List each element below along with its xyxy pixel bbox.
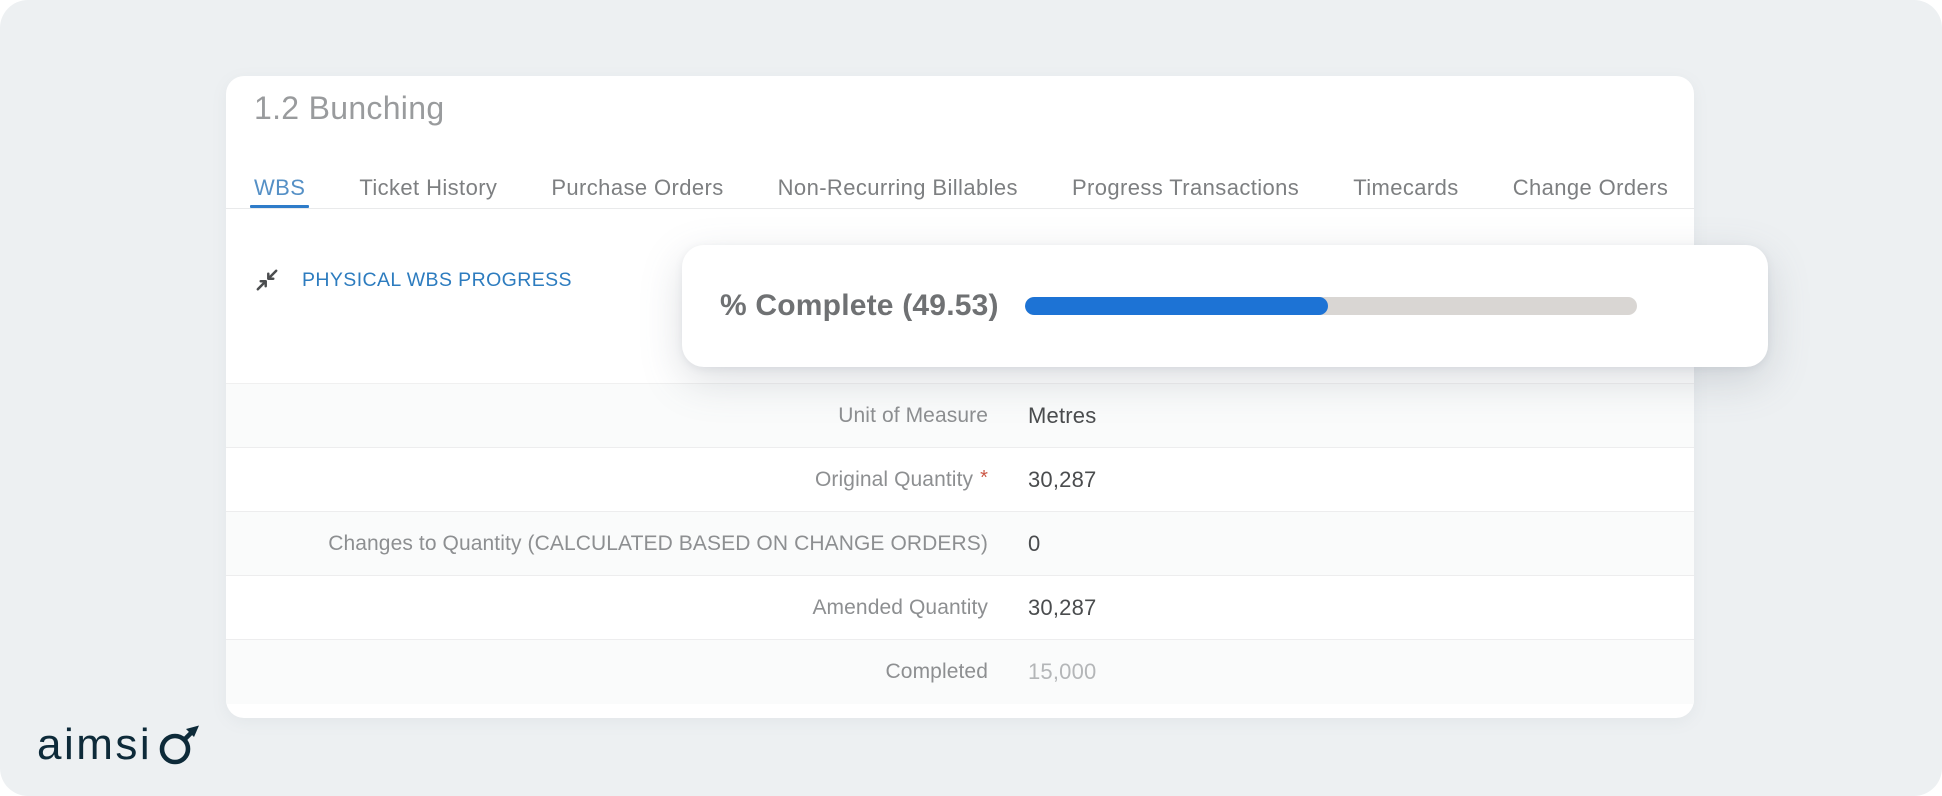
tab-change-orders[interactable]: Change Orders <box>1512 175 1669 200</box>
field-label: Changes to Quantity (CALCULATED BASED ON… <box>328 531 988 555</box>
tab-ticket-history[interactable]: Ticket History <box>359 175 498 200</box>
completed-value[interactable]: 15,000 <box>1028 659 1097 684</box>
tab-non-recurring-billables[interactable]: Non-Recurring Billables <box>777 175 1018 200</box>
form-row-amended-quantity: Amended Quantity 30,287 <box>226 576 1694 640</box>
percent-complete-label: % Complete (49.53) <box>720 289 999 322</box>
required-asterisk: * <box>980 466 988 489</box>
logo-text: aimsi <box>37 720 153 769</box>
amended-quantity-value[interactable]: 30,287 <box>1028 594 1097 620</box>
aimsio-logo: aimsi <box>37 722 201 768</box>
field-label: Completed <box>885 660 988 683</box>
physical-wbs-progress-section-header[interactable]: PHYSICAL WBS PROGRESS <box>254 264 572 296</box>
progress-bar-track <box>1024 297 1637 315</box>
section-title: PHYSICAL WBS PROGRESS <box>302 268 572 291</box>
field-label: Amended Quantity <box>812 595 988 619</box>
form-row-changes-to-quantity: Changes to Quantity (CALCULATED BASED ON… <box>226 512 1694 576</box>
form-row-unit-of-measure: Unit of Measure Metres <box>226 384 1694 448</box>
o-arrow-icon <box>155 722 201 768</box>
original-quantity-value[interactable]: 30,287 <box>1028 466 1097 492</box>
wbs-progress-form: Unit of Measure Metres Original Quantity… <box>226 383 1694 704</box>
tab-timecards[interactable]: Timecards <box>1353 175 1459 200</box>
tab-bar: WBS Ticket History Purchase Orders Non-R… <box>226 168 1694 209</box>
wbs-detail-card: 1.2 Bunching WBS Ticket History Purchase… <box>226 76 1694 718</box>
page-title: 1.2 Bunching <box>254 90 445 126</box>
field-label: Original Quantity * <box>815 466 988 491</box>
unit-of-measure-value[interactable]: Metres <box>1028 402 1097 428</box>
tab-wbs[interactable]: WBS <box>249 168 310 208</box>
collapse-icon <box>254 267 280 293</box>
changes-to-quantity-value[interactable]: 0 <box>1028 530 1041 556</box>
field-label: Unit of Measure <box>838 403 988 427</box>
form-row-completed: Completed 15,000 <box>226 640 1694 704</box>
progress-bar-fill <box>1024 297 1328 315</box>
form-row-original-quantity: Original Quantity * 30,287 <box>226 448 1694 512</box>
percent-complete-card: % Complete (49.53) <box>682 245 1768 367</box>
tab-progress-transactions[interactable]: Progress Transactions <box>1071 175 1300 200</box>
tab-purchase-orders[interactable]: Purchase Orders <box>551 175 724 200</box>
